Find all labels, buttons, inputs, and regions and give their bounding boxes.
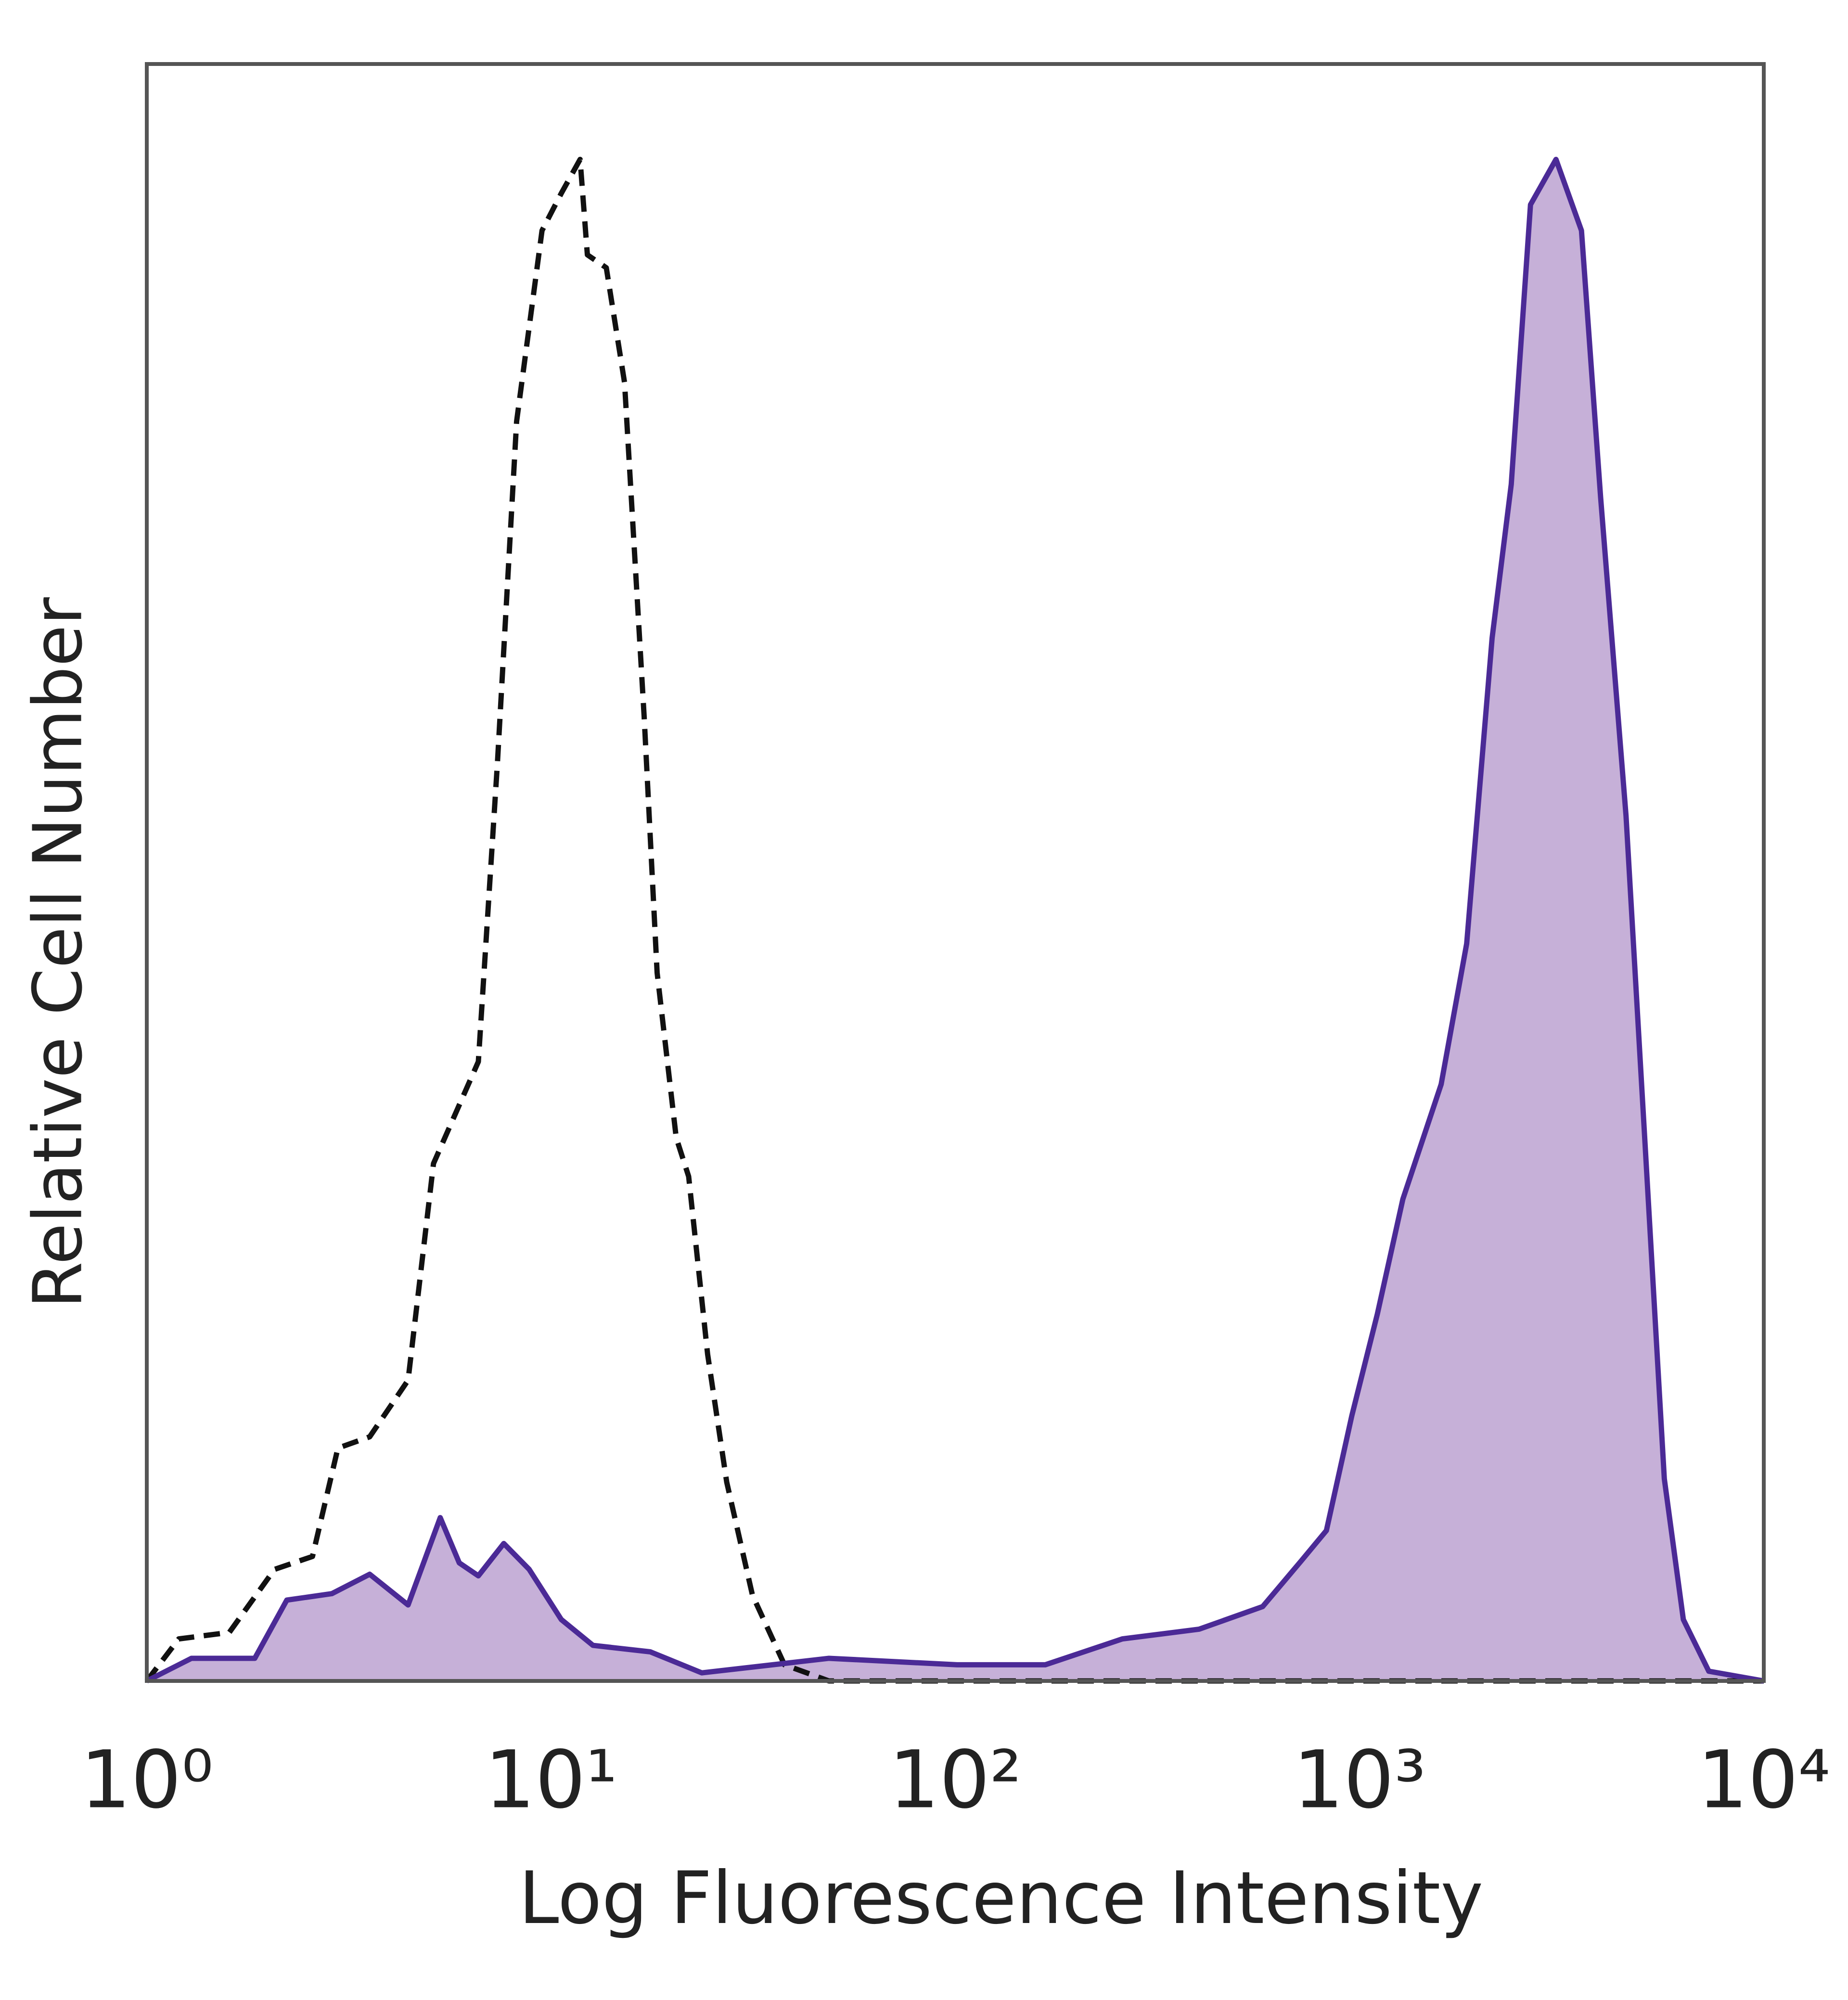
y-axis-label: Relative Cell Number xyxy=(19,597,98,1308)
plot-frame xyxy=(145,62,1766,1683)
x-tick-label: 10⁴ xyxy=(1697,1733,1830,1826)
x-tick-label: 10⁰ xyxy=(80,1733,213,1826)
series-area xyxy=(147,159,1764,1681)
plot-area xyxy=(144,156,1764,1684)
x-tick-label: 10³ xyxy=(1293,1733,1426,1826)
x-axis-label: Log Fluorescence Intensity xyxy=(519,1857,1483,1940)
series-line xyxy=(145,156,1764,1684)
x-tick-label: 10² xyxy=(889,1733,1022,1826)
x-tick-label: 10¹ xyxy=(485,1733,617,1826)
